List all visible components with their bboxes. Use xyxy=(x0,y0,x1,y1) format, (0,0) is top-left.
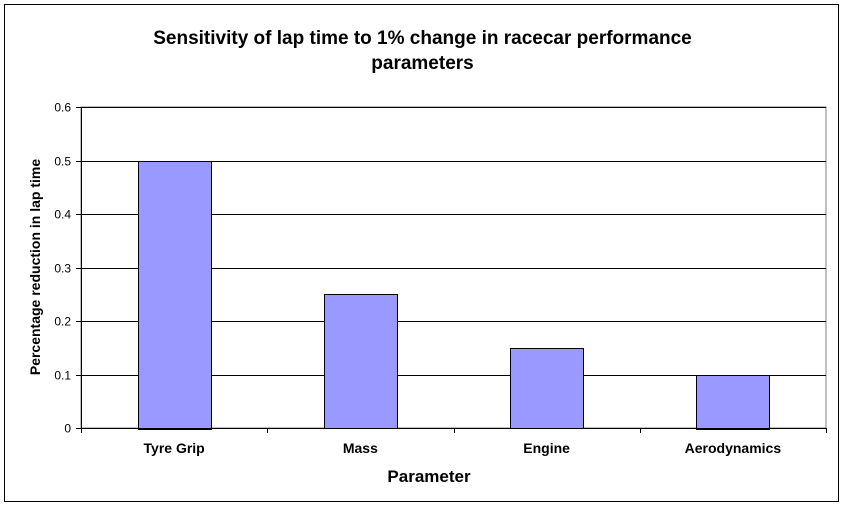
x-tick-label: Aerodynamics xyxy=(685,440,782,456)
y-tick-labels: 0 0.1 0.2 0.3 0.4 0.5 0.6 xyxy=(54,101,71,436)
bar-mass xyxy=(324,294,398,429)
y-tick-label: 0 xyxy=(64,422,71,436)
bar-engine xyxy=(510,348,584,429)
chart-title-line-1: Sensitivity of lap time to 1% change in … xyxy=(153,28,692,49)
bar-tyre-grip xyxy=(138,161,212,430)
bars xyxy=(138,161,770,430)
y-tick-label: 0.3 xyxy=(54,262,71,276)
y-axis-label: Percentage reduction in lap time xyxy=(27,159,43,375)
chart-title: Sensitivity of lap time to 1% change in … xyxy=(0,26,845,76)
y-tick-label: 0.5 xyxy=(54,155,71,169)
chart-title-line-2: parameters xyxy=(371,53,474,74)
x-tick-label: Mass xyxy=(343,440,378,456)
x-axis-label: Parameter xyxy=(387,467,471,486)
y-tick-label: 0.6 xyxy=(54,101,71,115)
y-tick-label: 0.2 xyxy=(54,315,71,329)
y-tick-label: 0.4 xyxy=(54,208,71,222)
y-tick-label: 0.1 xyxy=(54,369,71,383)
bar-aerodynamics xyxy=(696,375,770,430)
axes xyxy=(76,107,827,433)
x-tick-label: Tyre Grip xyxy=(144,440,205,456)
x-tick-labels: Tyre Grip Mass Engine Aerodynamics xyxy=(144,440,782,456)
x-tick-label: Engine xyxy=(523,440,570,456)
